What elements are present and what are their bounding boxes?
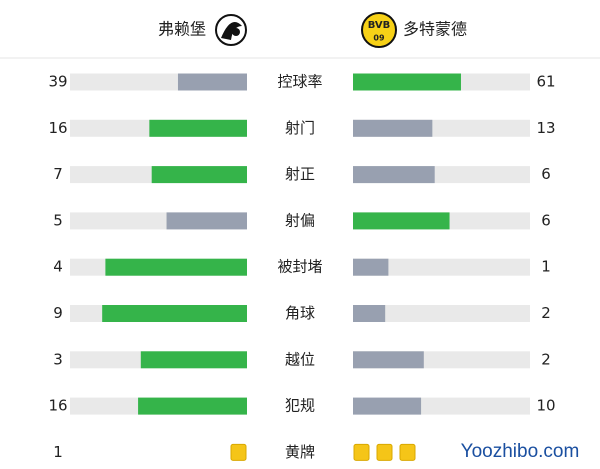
home-bar <box>149 119 247 137</box>
yellow-card <box>376 443 393 461</box>
away-logo-text: 09 <box>373 34 385 43</box>
away-bar <box>353 166 435 184</box>
away-value: 1 <box>541 258 551 276</box>
bar-track <box>353 305 530 322</box>
away-value: 2 <box>541 304 551 322</box>
home-value: 5 <box>53 211 63 229</box>
stat-label: 被封堵 <box>277 258 322 276</box>
away-logo-text: BVB <box>368 20 391 31</box>
away-bar <box>353 305 386 322</box>
home-value: 7 <box>53 165 63 183</box>
home-value: 16 <box>48 119 67 137</box>
away-value: 10 <box>536 397 555 415</box>
away-value: 6 <box>541 211 551 229</box>
yellow-card <box>353 443 370 461</box>
away-bar <box>353 119 433 137</box>
home-bar <box>166 212 247 230</box>
home-bar <box>177 73 247 91</box>
away-value: 6 <box>541 165 551 183</box>
home-bar <box>151 166 247 184</box>
home-bar <box>105 258 248 276</box>
home-value: 16 <box>48 397 67 415</box>
home-value: 1 <box>53 443 63 461</box>
watermark: Yoozhibo.com <box>461 441 580 462</box>
stat-label: 犯规 <box>285 397 315 415</box>
away-team: 多特蒙德 <box>403 20 467 39</box>
home-logo <box>215 14 247 46</box>
away-bar <box>353 397 422 415</box>
home-value: 9 <box>53 304 63 322</box>
yellow-card <box>399 443 416 461</box>
away-value: 61 <box>536 73 555 91</box>
stat-label: 射正 <box>285 165 315 183</box>
yellow-card <box>230 443 247 461</box>
away-value: 13 <box>536 119 555 137</box>
home-value: 4 <box>53 258 63 276</box>
away-bar <box>353 258 389 276</box>
home-bar <box>138 397 247 415</box>
away-logo: BVB 09 <box>361 12 397 48</box>
stat-label: 越位 <box>285 350 315 368</box>
home-team: 弗赖堡 <box>158 20 206 39</box>
away-bar <box>353 73 461 91</box>
away-value: 2 <box>541 350 551 368</box>
home-bar <box>140 351 247 369</box>
home-bar <box>102 305 247 322</box>
home-value: 3 <box>53 350 63 368</box>
stat-label: 角球 <box>285 304 315 322</box>
home-value: 39 <box>48 73 67 91</box>
bar-track <box>353 258 530 276</box>
stat-label: 控球率 <box>277 73 322 91</box>
stat-label: 射偏 <box>285 211 315 229</box>
away-bar <box>353 351 424 369</box>
stat-label: 射门 <box>285 119 315 137</box>
stat-label: 黄牌 <box>285 443 315 461</box>
away-bar <box>353 212 450 230</box>
